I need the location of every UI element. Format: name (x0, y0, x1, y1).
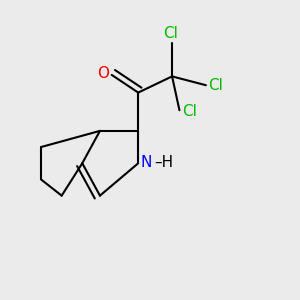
Text: O: O (98, 66, 110, 81)
Text: Cl: Cl (182, 104, 197, 119)
Text: –H: –H (155, 155, 174, 170)
Text: Cl: Cl (208, 78, 223, 93)
Text: Cl: Cl (163, 26, 178, 41)
Text: N: N (141, 155, 152, 170)
